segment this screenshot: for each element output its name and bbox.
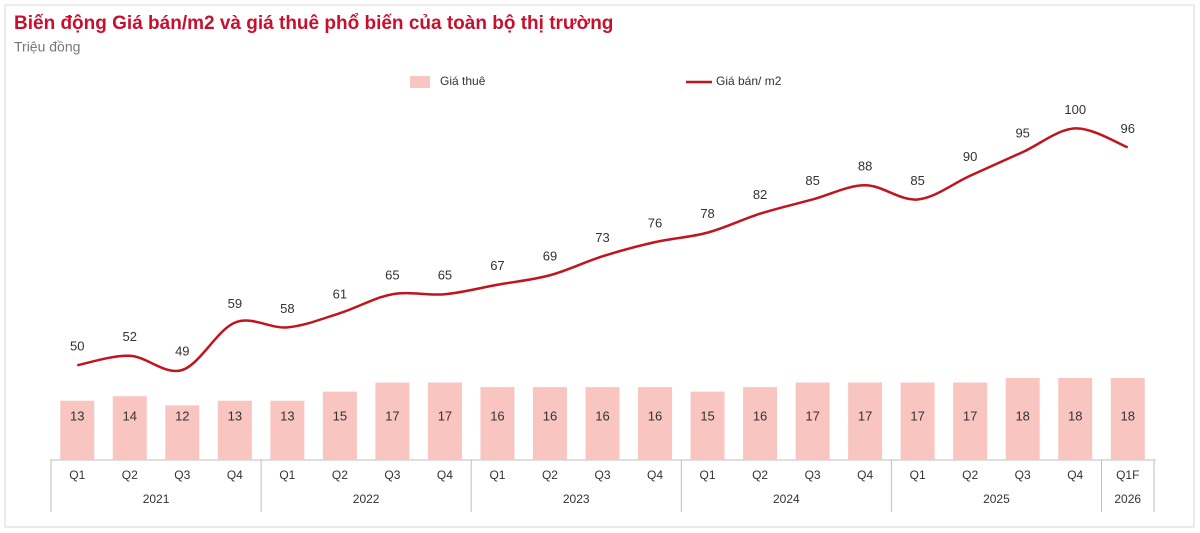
bar: [1058, 377, 1093, 460]
bar: [112, 396, 147, 460]
bar-value-label: 18: [1015, 408, 1029, 423]
bar-value-label: 16: [595, 408, 609, 423]
group-label: 2025: [983, 492, 1010, 506]
group-label: 2023: [563, 492, 590, 506]
bar: [638, 387, 673, 460]
x-tick-label: Q2: [962, 468, 978, 482]
bar: [60, 400, 95, 460]
bar-value-label: 15: [333, 408, 347, 423]
bar: [480, 387, 515, 460]
line-value-label: 67: [490, 258, 504, 273]
group-label: 2021: [143, 492, 170, 506]
line-value-label: 49: [175, 343, 189, 358]
bar-value-label: 16: [543, 408, 557, 423]
x-tick-label: Q1: [279, 468, 295, 482]
bar: [795, 382, 830, 460]
bar-value-label: 17: [910, 408, 924, 423]
x-tick-label: Q4: [437, 468, 453, 482]
line-value-label: 52: [123, 329, 137, 344]
x-tick-label: Q2: [542, 468, 558, 482]
x-tick-label: Q4: [647, 468, 663, 482]
line-value-label: 90: [963, 149, 977, 164]
line-value-label: 59: [228, 296, 242, 311]
line-value-label: 100: [1064, 102, 1086, 117]
bar: [1005, 377, 1040, 460]
bar: [165, 405, 200, 460]
group-label: 2026: [1114, 492, 1141, 506]
line-value-label: 65: [438, 268, 452, 283]
bar-value-label: 17: [858, 408, 872, 423]
line-value-label: 88: [858, 159, 872, 174]
bar-value-label: 13: [228, 408, 242, 423]
x-tick-label: Q2: [122, 468, 138, 482]
x-tick-label: Q2: [752, 468, 768, 482]
x-tick-label: Q1: [910, 468, 926, 482]
line-value-label: 58: [280, 301, 294, 316]
bar-value-label: 17: [385, 408, 399, 423]
legend-swatch: [410, 76, 430, 88]
bar: [743, 387, 778, 460]
bar-value-label: 15: [700, 408, 714, 423]
bar-value-label: 13: [70, 408, 84, 423]
line: [77, 127, 1129, 373]
line-value-label: 82: [753, 187, 767, 202]
bar: [270, 400, 305, 460]
line-value-label: 50: [70, 339, 84, 354]
x-tick-label: Q4: [1067, 468, 1083, 482]
line-value-label: 76: [648, 216, 662, 231]
bar-value-label: 16: [753, 408, 767, 423]
bar-value-label: 16: [648, 408, 662, 423]
line-value-label: 78: [700, 206, 714, 221]
chart-title: Biến động Giá bán/m2 và giá thuê phổ biế…: [14, 13, 613, 34]
x-tick-label: Q4: [227, 468, 243, 482]
bar: [427, 382, 462, 460]
x-tick-label: Q1F: [1116, 468, 1139, 482]
bar: [217, 400, 252, 460]
x-tick-label: Q3: [594, 468, 610, 482]
x-tick-label: Q1: [700, 468, 716, 482]
line-value-label: 95: [1015, 126, 1029, 141]
bar: [322, 391, 357, 460]
x-tick-label: Q1: [69, 468, 85, 482]
bar: [1110, 377, 1145, 460]
line-value-label: 73: [595, 230, 609, 245]
line-value-label: 69: [543, 249, 557, 264]
bar-value-label: 12: [175, 408, 189, 423]
x-tick-label: Q3: [384, 468, 400, 482]
legend-label: Giá bán/ m2: [716, 74, 782, 88]
legend-label: Giá thuê: [440, 74, 486, 88]
line-value-label: 85: [805, 173, 819, 188]
group-label: 2024: [773, 492, 800, 506]
x-tick-label: Q3: [174, 468, 190, 482]
x-tick-label: Q2: [332, 468, 348, 482]
bar-value-label: 13: [280, 408, 294, 423]
bar-value-label: 18: [1068, 408, 1082, 423]
line-value-label: 85: [910, 173, 924, 188]
bar: [848, 382, 883, 460]
line-value-label: 96: [1121, 121, 1135, 136]
bar-value-label: 17: [963, 408, 977, 423]
bar: [900, 382, 935, 460]
bar: [532, 387, 567, 460]
x-tick-label: Q1: [489, 468, 505, 482]
bar-value-label: 16: [490, 408, 504, 423]
x-tick-label: Q4: [857, 468, 873, 482]
chart-subtitle: Triệu đồng: [14, 39, 80, 55]
bar-value-label: 17: [805, 408, 819, 423]
bar-value-label: 14: [123, 408, 137, 423]
bar: [375, 382, 410, 460]
frame: [4, 4, 1195, 528]
bar: [585, 387, 620, 460]
bar-value-label: 18: [1121, 408, 1135, 423]
line-value-label: 65: [385, 268, 399, 283]
bar-value-label: 17: [438, 408, 452, 423]
group-label: 2022: [353, 492, 380, 506]
line-value-label: 61: [333, 287, 347, 302]
x-tick-label: Q3: [805, 468, 821, 482]
bar: [690, 391, 725, 460]
x-tick-label: Q3: [1015, 468, 1031, 482]
bar: [953, 382, 988, 460]
